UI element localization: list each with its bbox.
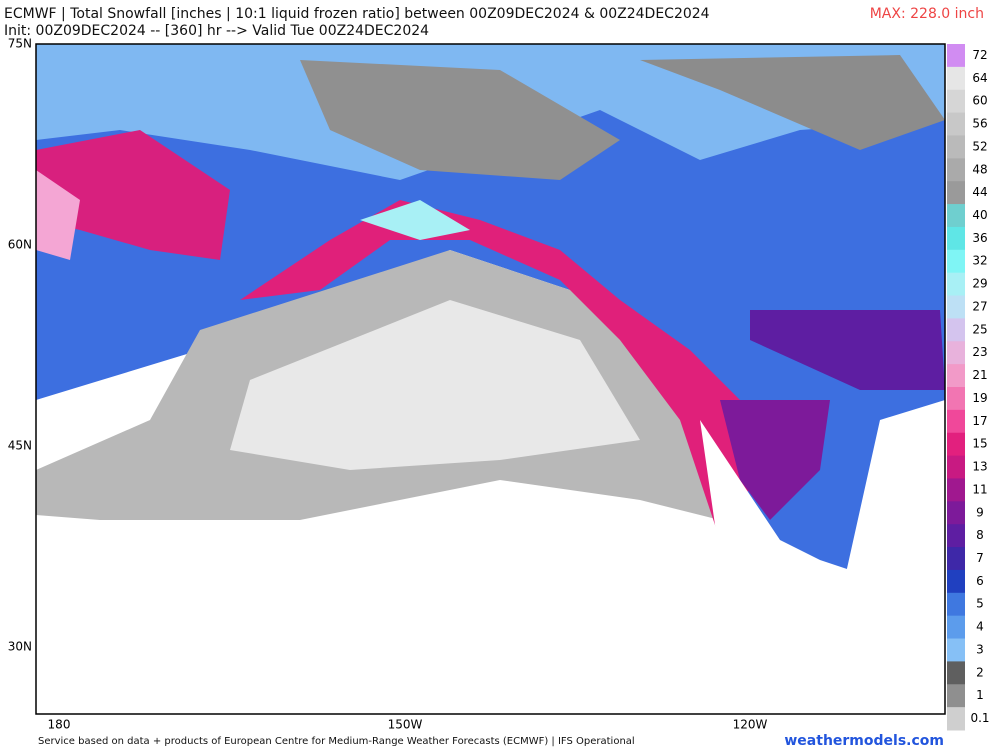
colorbar-swatch xyxy=(947,272,965,297)
colorbar-label: 56 xyxy=(972,117,987,131)
colorbar-label: 52 xyxy=(972,139,987,153)
lat-label: 75N xyxy=(8,37,32,51)
colorbar-label: 13 xyxy=(972,460,987,474)
lon-label: 120W xyxy=(733,718,768,732)
colorbar-label: 64 xyxy=(972,71,987,85)
colorbar-swatch xyxy=(947,501,965,525)
colorbar-label: 6 xyxy=(976,574,984,588)
colorbar-swatch xyxy=(947,387,965,411)
max-label: MAX: 228.0 inch xyxy=(870,6,984,22)
lat-label: 60N xyxy=(8,238,32,252)
colorbar-swatch xyxy=(947,364,965,388)
colorbar-swatch xyxy=(947,341,965,365)
colorbar-swatch xyxy=(947,455,965,479)
colorbar-label: 4 xyxy=(976,620,984,634)
colorbar-label: 44 xyxy=(972,185,987,199)
colorbar-swatch xyxy=(947,409,965,434)
colorbar-swatch xyxy=(947,226,965,251)
colorbar-swatch xyxy=(947,204,965,228)
lat-label: 45N xyxy=(8,439,32,453)
colorbar-label: 0.1 xyxy=(970,711,989,725)
colorbar-swatch xyxy=(947,44,965,68)
colorbar-swatch xyxy=(947,135,965,159)
colorbar-label: 32 xyxy=(972,254,987,268)
colorbar-label: 25 xyxy=(972,322,987,336)
colorbar-label: 19 xyxy=(972,391,987,405)
colorbar-swatch xyxy=(947,684,965,708)
map-area xyxy=(35,43,946,720)
title: ECMWF | Total Snowfall [inches | 10:1 li… xyxy=(4,6,710,22)
colorbar-label: 7 xyxy=(976,551,984,565)
colorbar-swatch xyxy=(947,295,965,319)
colorbar-label: 8 xyxy=(976,528,984,542)
colorbar-swatch xyxy=(947,707,965,731)
colorbar-swatch xyxy=(947,638,965,662)
latitude-labels: 75N 60N 45N 30N xyxy=(8,37,32,654)
colorbar-label: 5 xyxy=(976,597,984,611)
colorbar-swatch xyxy=(947,615,965,640)
colorbar-label: 23 xyxy=(972,345,987,359)
colorbar-swatch xyxy=(947,318,965,342)
colorbar-label: 17 xyxy=(972,414,987,428)
lon-label: 180 xyxy=(48,718,71,732)
colorbar-label: 21 xyxy=(972,368,987,382)
lat-label: 30N xyxy=(8,640,32,654)
colorbar-swatch xyxy=(947,432,965,457)
colorbar-swatch xyxy=(947,249,965,274)
colorbar-label: 9 xyxy=(976,505,984,519)
colorbar-label: 15 xyxy=(972,437,987,451)
credit: Service based on data + products of Euro… xyxy=(38,736,635,747)
colorbar-label: 11 xyxy=(972,482,987,496)
colorbar-swatch xyxy=(947,181,965,205)
subtitle: Init: 00Z09DEC2024 -- [360] hr --> Valid… xyxy=(4,23,429,39)
longitude-labels: 180 150W 120W xyxy=(48,718,768,732)
lon-label: 150W xyxy=(388,718,423,732)
colorbar-label: 3 xyxy=(976,642,984,656)
colorbar-swatch xyxy=(947,569,965,594)
colorbar-swatch xyxy=(947,524,965,548)
colorbar-label: 60 xyxy=(972,94,987,108)
site: weathermodels.com xyxy=(784,733,944,749)
colorbar-swatch xyxy=(947,661,965,685)
colorbar-label: 27 xyxy=(972,299,987,313)
colorbar-label: 40 xyxy=(972,208,987,222)
colorbar-label: 48 xyxy=(972,162,987,176)
colorbar-label: 72 xyxy=(972,48,987,62)
colorbar-label: 29 xyxy=(972,277,987,291)
colorbar-swatch xyxy=(947,158,965,182)
colorbar-swatch xyxy=(947,592,965,617)
colorbar-label: 2 xyxy=(976,665,984,679)
colorbar-swatch xyxy=(947,112,965,136)
colorbar-swatch xyxy=(947,89,965,114)
colorbar-label: 1 xyxy=(976,688,984,702)
colorbar-swatch xyxy=(947,547,965,571)
colorbar-swatch xyxy=(947,66,965,91)
colorbar-swatch xyxy=(947,478,965,502)
colorbar: 7264605652484440363229272523211917151311… xyxy=(947,44,990,731)
colorbar-label: 36 xyxy=(972,231,987,245)
